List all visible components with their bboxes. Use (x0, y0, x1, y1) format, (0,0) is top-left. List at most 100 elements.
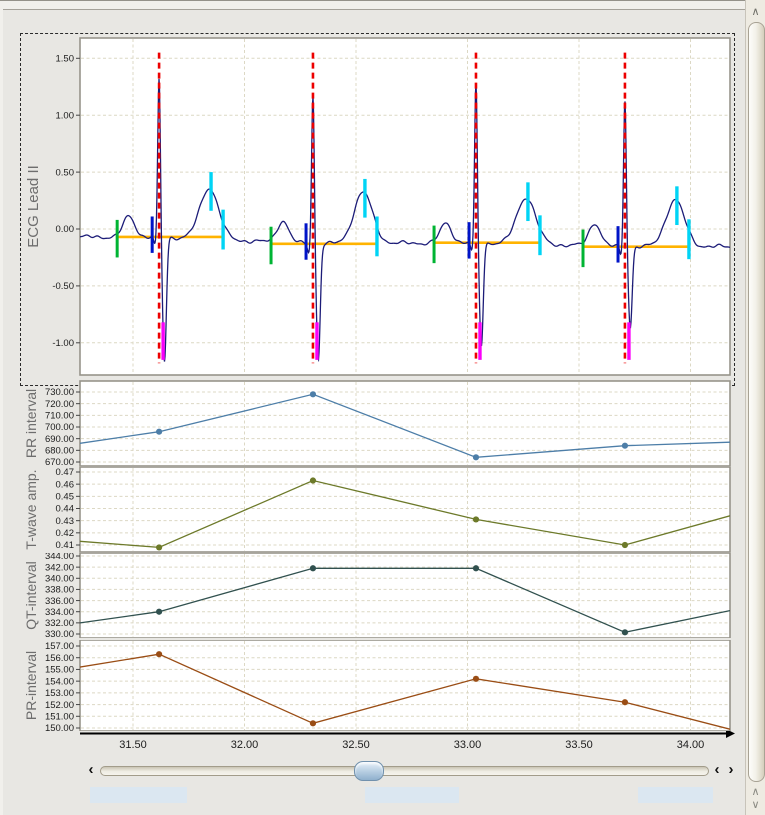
bottom-field-1[interactable] (90, 787, 187, 803)
qt-data-point (472, 565, 480, 572)
pr-tick-label: 155.00 (45, 665, 74, 676)
pr-tick-label: 150.00 (45, 723, 74, 731)
qt-tick-label: 344.00 (45, 553, 74, 562)
qt-tick-label: 340.00 (45, 573, 74, 584)
qt-tick-label: 342.00 (45, 562, 74, 573)
scroll-up-bottom-icon[interactable]: ∧ (751, 786, 760, 798)
ecg-waveform-trace (80, 78, 730, 363)
twave-tick-label: 0.47 (56, 467, 75, 478)
twave-gridlines (81, 468, 729, 551)
twave-tick-label: 0.44 (56, 504, 75, 515)
twave-y-tick-labels: 0.470.46 0.450.440.430.420.41 (56, 467, 80, 551)
pr-tick-label: 157.00 (45, 641, 74, 652)
rr-plot-area (79, 380, 731, 467)
twave-series-line (80, 479, 730, 549)
ecg-tick-label: 1.50 (56, 54, 75, 65)
time-tick-label: 31.50 (119, 739, 147, 751)
ecg-plot-content (80, 52, 730, 364)
twave-tick-label: 0.42 (56, 528, 75, 539)
ecg-tick-label: 1.00 (56, 110, 75, 121)
rr-axis-title: RR interval (23, 389, 39, 458)
window-left-strip (0, 8, 3, 815)
scroll-up-icon[interactable]: ∧ (751, 6, 760, 18)
rr-data-point (472, 454, 480, 461)
ecg-lead2-chart: 1.50 1.00 0.50 0.00 -0.50 -1.00 ECG Lead II (25, 37, 731, 376)
qt-tick-label: 334.00 (45, 607, 74, 618)
ecg-y-tick-labels: 1.50 1.00 0.50 0.00 -0.50 -1.00 (52, 54, 80, 349)
window-top-strip (0, 0, 765, 10)
pr-series-line (80, 653, 730, 730)
pr-data-point (621, 699, 629, 706)
rr-interval-chart: 730.00720.00710.00700.00690.00680.00670.… (23, 380, 731, 467)
twave-data-point (621, 541, 629, 549)
ecg-axis-title: ECG Lead II (25, 165, 42, 248)
rr-tick-label: 730.00 (45, 387, 74, 398)
pr-tick-label: 153.00 (45, 688, 74, 699)
pr-tick-label: 156.00 (45, 653, 74, 664)
bottom-field-2[interactable] (365, 787, 459, 803)
ecg-tick-label: -0.50 (52, 281, 74, 292)
twave-tick-label: 0.45 (56, 492, 75, 503)
qt-tick-label: 336.00 (45, 596, 74, 607)
pr-plot-area (79, 640, 731, 731)
pr-data-point (472, 675, 480, 682)
rr-tick-label: 720.00 (45, 399, 74, 410)
rr-gridlines (81, 382, 729, 465)
slider-right-arrow-left-icon[interactable]: ‹ (714, 761, 720, 778)
twave-data-point (309, 477, 317, 484)
qt-tick-label: 330.00 (45, 629, 74, 638)
twave-plot-area (79, 467, 731, 553)
rr-series-line (80, 393, 730, 458)
time-tick-label: 33.50 (565, 739, 593, 751)
qt-y-tick-labels: 344.00342.00340.00338.00336.00334.00332.… (45, 553, 80, 638)
ecg-tick-label: 0.50 (56, 167, 75, 178)
ecg-tick-label: 0.00 (56, 224, 75, 235)
time-axis-arrow-icon (726, 731, 735, 738)
qt-data-point (309, 565, 317, 572)
rr-tick-label: 710.00 (45, 411, 74, 422)
rr-data-point (621, 442, 629, 449)
time-tick-label: 32.50 (342, 739, 370, 751)
twave-axis-title: T-wave amp. (23, 469, 39, 549)
twave-data-point (472, 516, 480, 523)
pr-gridlines (81, 641, 729, 730)
twave-tick-label: 0.41 (56, 540, 75, 551)
pr-series (80, 651, 730, 730)
time-axis: 31.50 32.00 32.50 33.00 33.50 34.00 (80, 731, 735, 751)
rr-data-point (155, 428, 163, 435)
rr-tick-label: 690.00 (45, 434, 74, 445)
vertical-scrollbar-thumb[interactable] (748, 22, 765, 782)
time-axis-labels: 31.50 32.00 32.50 33.00 33.50 34.00 (119, 739, 704, 751)
time-scroll-slider-track[interactable] (100, 766, 709, 776)
rr-tick-label: 670.00 (45, 457, 74, 467)
pr-data-point (155, 651, 163, 658)
pr-tick-label: 154.00 (45, 676, 74, 687)
rr-y-tick-labels: 730.00720.00710.00700.00690.00680.00670.… (45, 387, 80, 467)
qt-plot-area (79, 553, 731, 638)
pr-tick-label: 152.00 (45, 700, 74, 711)
qt-data-point (621, 629, 629, 636)
twave-tick-label: 0.46 (56, 479, 75, 490)
qt-axis-title: QT-interval (23, 561, 39, 629)
twave-data-point (155, 544, 163, 551)
slider-right-arrow-right-icon[interactable]: › (728, 761, 734, 778)
qt-interval-chart: 344.00342.00340.00338.00336.00334.00332.… (23, 553, 731, 638)
qt-data-point (155, 608, 163, 615)
twave-tick-label: 0.43 (56, 516, 75, 527)
scroll-down-icon[interactable]: ∨ (751, 799, 760, 811)
rr-tick-label: 700.00 (45, 422, 74, 433)
bottom-field-3[interactable] (638, 787, 713, 803)
rr-tick-label: 680.00 (45, 446, 74, 457)
slider-left-arrow-icon[interactable]: ‹ (88, 761, 94, 778)
qt-tick-label: 338.00 (45, 585, 74, 596)
rr-data-point (309, 391, 317, 398)
pr-interval-chart: 157.00156.00155.00154.00153.00152.00151.… (23, 640, 731, 731)
ecg-gridlines (81, 39, 729, 374)
pr-axis-title: PR-interval (23, 651, 39, 720)
time-scroll-slider-thumb[interactable] (354, 761, 384, 781)
qt-series (80, 565, 730, 636)
ecg-tick-label: -1.00 (52, 338, 74, 349)
pr-tick-label: 151.00 (45, 711, 74, 722)
qt-tick-label: 332.00 (45, 618, 74, 629)
